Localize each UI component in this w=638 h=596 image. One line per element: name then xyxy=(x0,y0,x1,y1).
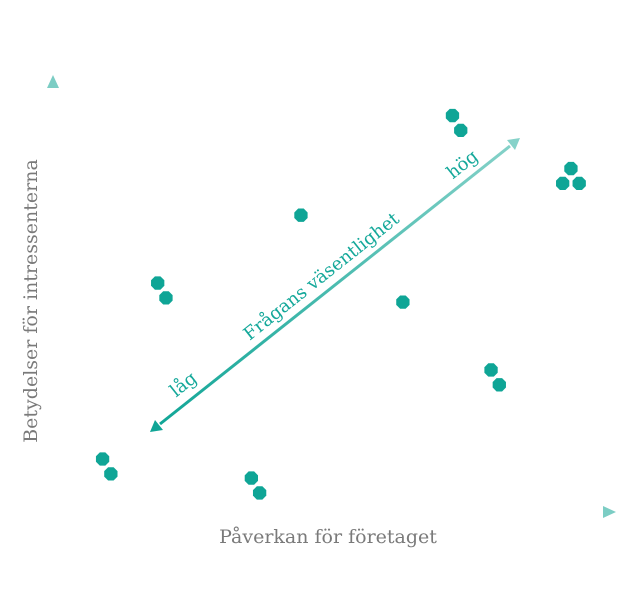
scatter-point xyxy=(244,471,259,485)
scatter-point xyxy=(556,176,570,191)
y-axis-label: Betydelser för intressenterna xyxy=(20,159,42,443)
y-axis xyxy=(47,75,59,512)
diagonal-high-label: hög xyxy=(443,146,483,184)
scatter-point xyxy=(454,123,468,138)
diagonal-title: Frågans väsentlighet xyxy=(239,207,404,345)
scatter-point xyxy=(294,208,308,222)
scatter-point xyxy=(564,161,578,176)
scatter-point xyxy=(396,295,410,309)
scatter-points xyxy=(95,108,586,500)
x-axis-label: Påverkan för företaget xyxy=(219,526,437,548)
scatter-point xyxy=(159,291,173,305)
scatter-point xyxy=(252,486,267,500)
scatter-point xyxy=(445,108,460,123)
scatter-point xyxy=(104,467,118,481)
scatter-point xyxy=(572,176,586,191)
scatter-point xyxy=(95,452,110,466)
y-axis-arrow-icon xyxy=(47,75,59,88)
x-axis xyxy=(52,506,616,518)
diagonal-high-arrow-icon xyxy=(507,138,520,150)
x-axis-arrow-icon xyxy=(603,506,616,518)
scatter-point xyxy=(492,378,506,392)
diagonal-low-arrow-icon xyxy=(150,420,163,432)
materiality-diagonal: låg Frågans väsentlighet hög xyxy=(150,138,520,432)
scatter-point xyxy=(484,363,498,377)
scatter-point xyxy=(151,276,165,290)
